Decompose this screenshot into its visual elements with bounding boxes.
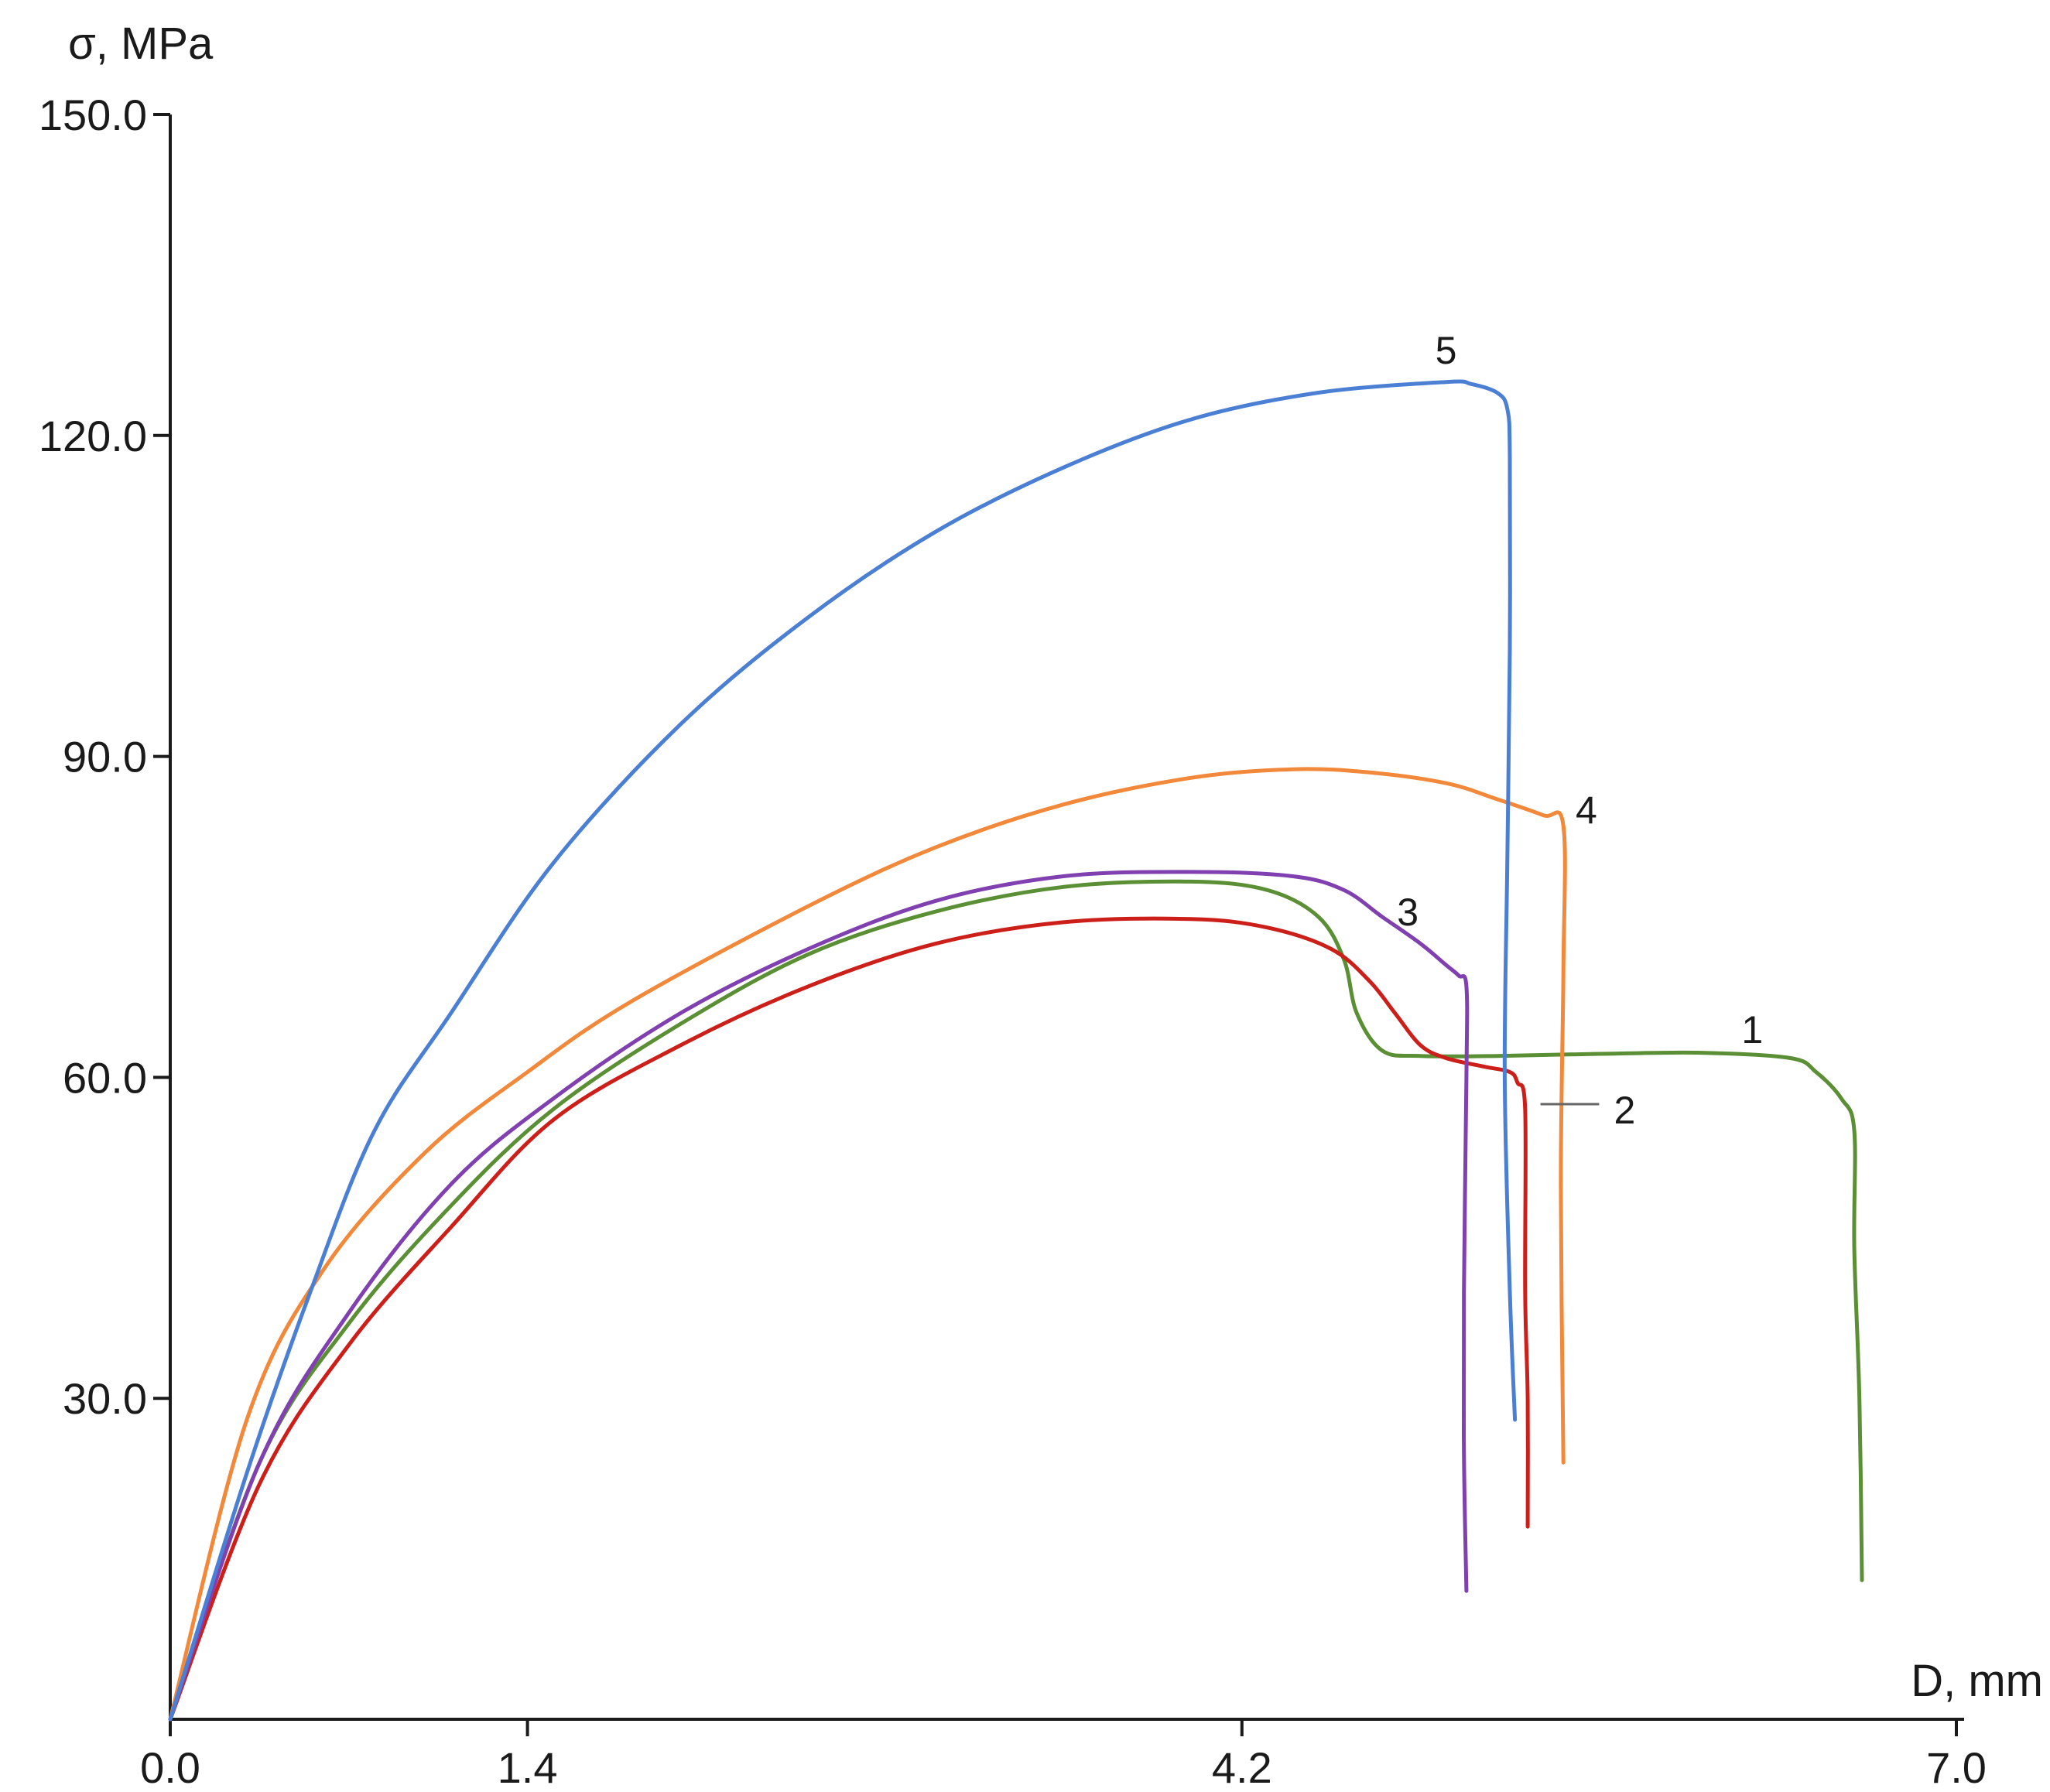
x-axis-title: D, mm — [1911, 1656, 2043, 1706]
x-tick-label: 1.4 — [498, 1743, 558, 1792]
series-label-2: 2 — [1614, 1089, 1635, 1132]
series-label-4: 4 — [1576, 789, 1597, 833]
x-axis: D, mm 0.0 1.4 4.2 7.0 — [140, 1656, 2043, 1792]
y-tick-label: 150.0 — [39, 91, 147, 139]
series-label-1: 1 — [1741, 1008, 1763, 1052]
series-line-3 — [168, 870, 1470, 1722]
series-line-1 — [168, 879, 1864, 1722]
y-axis-title: σ, MPa — [68, 19, 214, 69]
series-line-5 — [168, 379, 1518, 1722]
y-tick-label: 60.0 — [63, 1053, 147, 1102]
y-tick-label: 30.0 — [63, 1374, 147, 1423]
y-axis: σ, MPa 30.0 60.0 90.0 120.0 150.0 — [39, 19, 214, 1719]
series-line-4 — [168, 767, 1567, 1722]
x-tick-label: 7.0 — [1926, 1743, 1987, 1792]
series-label-3: 3 — [1397, 891, 1419, 934]
series-layer — [168, 379, 1864, 1722]
series-labels: 1 2 3 4 5 — [1397, 329, 1763, 1132]
x-ticks: 0.0 1.4 4.2 7.0 — [140, 1719, 1987, 1792]
x-tick-label: 0.0 — [140, 1743, 200, 1792]
y-tick-label: 120.0 — [39, 412, 147, 460]
series-label-5: 5 — [1436, 329, 1457, 372]
x-tick-label: 4.2 — [1212, 1743, 1272, 1792]
y-ticks: 30.0 60.0 90.0 120.0 150.0 — [39, 91, 170, 1423]
series-line-2 — [168, 916, 1530, 1722]
y-tick-label: 90.0 — [63, 733, 147, 781]
